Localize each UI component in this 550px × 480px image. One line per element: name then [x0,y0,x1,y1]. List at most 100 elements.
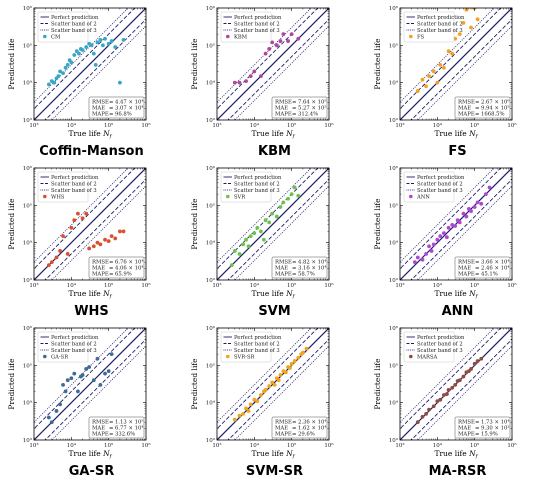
metric-value: 3.66 × 10⁴ [481,259,509,265]
panel-2: 10³ 10³ 10⁴ 10⁴ 10⁵ 10⁵ 10⁶ 10⁶ True life Nf Pred… [366,0,549,160]
legend-label: Scatter band of 3 [417,188,463,194]
x-tick-label: 10³ [395,442,404,449]
metrics-box [88,416,145,439]
y-tick-label: 10³ [206,277,215,284]
legend-label: Perfect prediction [234,15,282,21]
metric-value: 6.76 × 10⁴ [115,259,143,265]
band-3-lower-line [234,345,329,440]
band-3-upper-line [217,8,312,103]
panel-6: 10³ 10³ 10⁴ 10⁴ 10⁵ 10⁵ 10⁶ 10⁶ True life Nf Pred… [0,320,183,480]
x-tick-label: 10³ [212,282,221,289]
data-point [65,252,70,256]
data-point [288,366,292,370]
metric-equals: = [109,259,113,265]
metric-name: MAE [92,266,105,272]
plot-frame [216,7,330,121]
x-tick-label: 10⁵ [287,442,296,449]
data-point [450,385,455,390]
x-axis-label: True life Nf [68,129,112,140]
data-point [65,378,70,383]
data-point [479,356,484,361]
metric-name: MAPE [92,272,109,278]
y-tick-label: 10³ [389,277,398,284]
y-tick-label: 10⁶ [206,165,216,172]
y-tick-label: 10⁵ [206,362,215,369]
metric-name: MAE [458,266,471,272]
legend-label: Perfect prediction [417,175,465,181]
x-tick-label: 10⁶ [141,282,151,289]
metric-value: 45.1% [481,272,498,278]
x-axis-label: True life Nf [68,289,112,300]
plot-frame [399,7,513,121]
data-point [237,252,242,256]
data-point [475,200,480,205]
metric-equals: = [292,272,296,278]
y-tick-label: 10³ [23,117,32,124]
data-point [109,352,114,356]
x-tick-label: 10⁶ [507,122,517,129]
metric-value: 2.46 × 10⁴ [481,266,509,272]
metric-equals: = [475,419,479,425]
metrics-box [88,96,145,119]
panel-4: 10³ 10³ 10⁴ 10⁴ 10⁵ 10⁵ 10⁶ 10⁶ True life Nf Pred… [183,160,366,320]
metric-name: MAPE [458,432,475,438]
data-point [87,365,92,369]
band-3-lower-line [234,185,329,280]
plot-frame [399,167,513,281]
data-point [56,74,61,78]
metric-equals: = [109,419,113,425]
legend-marker [409,354,413,359]
data-point [292,359,297,363]
y-tick-label: 10³ [206,437,215,444]
data-point [289,192,294,196]
perfect-prediction-line [217,168,329,280]
data-point [267,47,272,51]
y-axis-label: Predicted life [7,358,16,410]
plot-frame [399,327,513,441]
metric-name: RMSE [458,259,475,265]
data-point [252,397,257,402]
data-point [95,40,100,45]
x-tick-label: 10⁴ [250,122,260,129]
legend-marker [409,194,413,199]
panel-5: 10³ 10³ 10⁴ 10⁴ 10⁵ 10⁵ 10⁶ 10⁶ True life Nf Pred… [366,160,549,320]
metric-name: RMSE [275,419,292,425]
metric-equals: = [475,432,479,438]
data-point [289,32,294,36]
data-point [286,196,290,201]
data-point [469,209,473,214]
metrics-box [271,256,328,279]
data-point [261,237,266,242]
panel-7: 10³ 10³ 10⁴ 10⁴ 10⁵ 10⁵ 10⁶ 10⁶ True life Nf Pred… [183,320,366,480]
data-point [450,222,455,227]
legend-label: FS [417,34,425,40]
legend-box [403,171,455,203]
data-point [241,242,245,247]
x-axis-label: True life Nf [434,449,478,460]
x-tick-label: 10⁴ [250,282,260,289]
legend-marker [226,34,230,39]
y-tick-label: 10⁴ [23,80,33,87]
metric-equals: = [475,99,479,105]
y-axis-label: Predicted life [373,198,382,250]
x-tick-label: 10³ [29,122,38,129]
y-tick-label: 10⁶ [389,5,399,12]
legend-marker [43,194,47,199]
x-tick-label: 10⁶ [507,282,517,289]
y-tick-label: 10⁵ [389,202,398,209]
data-point [457,378,462,383]
panel-title: KBM [258,144,291,159]
metric-value: 96.8% [115,112,132,118]
data-point [76,389,80,394]
data-point [446,225,451,230]
metric-value: 9.94 × 10⁵ [481,106,509,112]
plot-area [34,168,146,280]
metric-name: MAPE [458,272,475,278]
data-point [80,48,85,52]
data-point [248,74,253,78]
x-tick-label: 10³ [29,282,38,289]
plot-area [34,8,146,120]
